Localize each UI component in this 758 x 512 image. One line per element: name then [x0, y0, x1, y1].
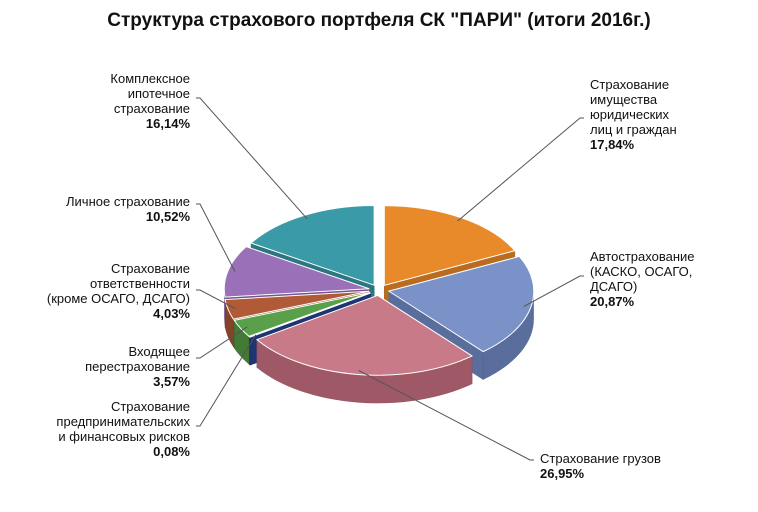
leader-line	[196, 98, 307, 219]
slice-label-line: страхование	[110, 102, 190, 117]
slice-label-pct: 4,03%	[47, 307, 190, 322]
slice-label-line: ответственности	[47, 277, 190, 292]
slice-label-line: (кроме ОСАГО, ДСАГО)	[47, 292, 190, 307]
slice-label-line: Входящее	[85, 345, 190, 360]
slice-label-line: ипотечное	[110, 87, 190, 102]
pie-chart-container: Структура страхового портфеля СК "ПАРИ" …	[0, 0, 758, 512]
slice-label-liability: Страхованиеответственности(кроме ОСАГО, …	[47, 262, 190, 322]
slice-label-mortgage: Комплексноеипотечноестрахование16,14%	[110, 72, 190, 132]
slice-label-pct: 16,14%	[110, 117, 190, 132]
slice-label-line: лиц и граждан	[590, 123, 677, 138]
slice-label-pct: 26,95%	[540, 467, 661, 482]
slice-label-line: предпринимательских	[56, 415, 190, 430]
slice-label-auto: Автострахование(КАСКО, ОСАГО,ДСАГО)20,87…	[590, 250, 695, 310]
slice-label-pct: 20,87%	[590, 295, 695, 310]
slice-label-pct: 10,52%	[66, 210, 190, 225]
slice-label-bizrisk: Страхованиепредпринимательскихи финансов…	[56, 400, 190, 460]
slice-label-line: (КАСКО, ОСАГО,	[590, 265, 695, 280]
slice-label-line: Страхование грузов	[540, 452, 661, 467]
slice-label-line: ДСАГО)	[590, 280, 695, 295]
slice-label-line: Личное страхование	[66, 195, 190, 210]
slice-label-line: и финансовых рисков	[56, 430, 190, 445]
slice-label-line: Комплексное	[110, 72, 190, 87]
slice-label-pct: 0,08%	[56, 445, 190, 460]
slice-label-line: Автострахование	[590, 250, 695, 265]
slice-label-line: Страхование	[47, 262, 190, 277]
slice-label-line: имущества	[590, 93, 677, 108]
slice-label-pct: 3,57%	[85, 375, 190, 390]
slice-label-line: Страхование	[590, 78, 677, 93]
slice-label-cargo: Страхование грузов26,95%	[540, 452, 661, 482]
slice-label-property: Страхованиеимуществаюридическихлиц и гра…	[590, 78, 677, 153]
slice-label-line: юридических	[590, 108, 677, 123]
leader-line	[458, 118, 584, 221]
slice-label-re_in: Входящееперестрахование3,57%	[85, 345, 190, 390]
slice-label-pct: 17,84%	[590, 138, 677, 153]
leader-line	[196, 204, 235, 272]
slice-label-line: перестрахование	[85, 360, 190, 375]
slice-label-line: Страхование	[56, 400, 190, 415]
slice-label-personal: Личное страхование10,52%	[66, 195, 190, 225]
